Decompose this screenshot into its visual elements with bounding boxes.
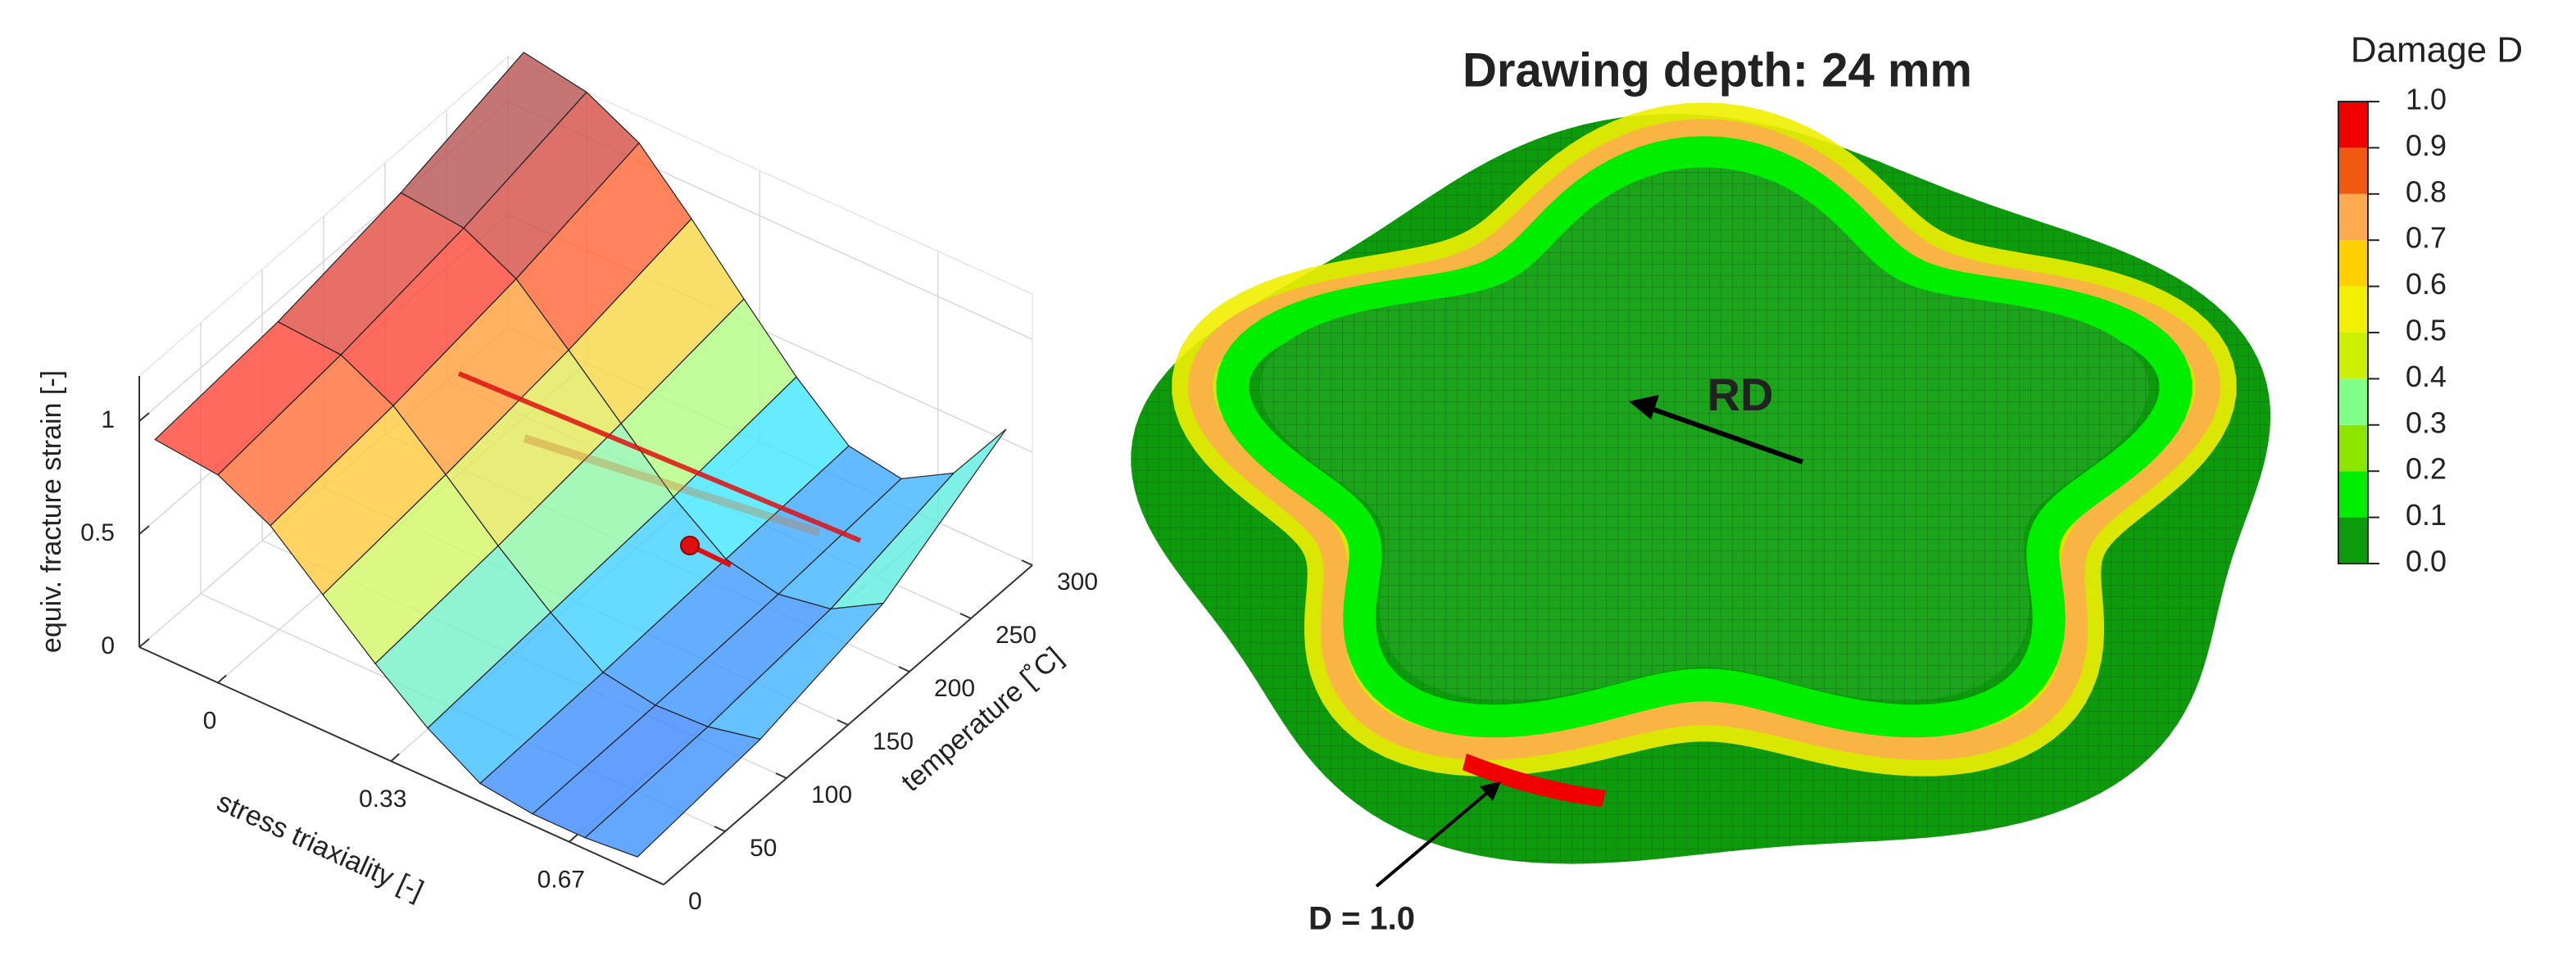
y-tick-label: 200 (934, 675, 975, 702)
wall-band-mid (1188, 119, 2220, 760)
x-axis (138, 646, 664, 885)
colorbar-bin (2338, 424, 2368, 472)
y-tick-label: 300 (1057, 568, 1098, 595)
x-tick-label: 0 (203, 707, 217, 734)
colorbar-tick-label: 1.0 (2406, 83, 2447, 116)
z-axis-label: equiv. fracture strain [-] (36, 370, 67, 653)
colorbar-bin (2338, 333, 2368, 379)
colorbar-tick-label: 0.0 (2406, 545, 2447, 578)
plateau-mesh (1259, 167, 2149, 701)
colorbar-tick-label: 0.4 (2406, 360, 2447, 393)
tick-mark (837, 719, 849, 726)
colorbar-bin (2338, 102, 2368, 148)
tick-mark (714, 826, 726, 832)
x-tick-label: 0.33 (359, 786, 406, 813)
colorbar-tick-label: 0.3 (2406, 405, 2447, 439)
tick-mark (1021, 559, 1033, 566)
y-tick-label: 0 (688, 888, 702, 915)
tick-mark (959, 613, 972, 619)
colorbar-tick-label: 0.6 (2406, 267, 2447, 301)
tick-mark (569, 834, 578, 843)
z-tick-label: 0.5 (80, 519, 115, 546)
y-axis-label: temperature [˚C] (896, 641, 1069, 798)
z-tick-label: 1 (101, 406, 115, 433)
colorbar-tick-label: 0.5 (2406, 314, 2447, 347)
y-tick-label: 100 (811, 781, 852, 808)
z-tick-label: 0 (101, 632, 115, 659)
colorbar-tick-label: 0.9 (2406, 129, 2447, 162)
tick-mark (138, 638, 150, 648)
damage-plot: Drawing depth: 24 mm Damage D RD D = 1.0 0… (1131, 30, 2523, 937)
colorbar-bin (2338, 193, 2368, 241)
y-tick-label: 250 (995, 622, 1036, 649)
current-point (680, 536, 700, 555)
colorbar-tick-label: 0.2 (2406, 452, 2447, 486)
x-tick-label: 0.67 (537, 867, 585, 894)
colorbar-bin (2338, 240, 2368, 287)
crack-zone (1463, 754, 1606, 807)
colorbar-tick-label: 0.8 (2406, 174, 2447, 208)
tick-mark (138, 412, 150, 422)
plot-title: Drawing depth: 24 mm (1463, 43, 1972, 97)
d-arrow-head (1480, 781, 1501, 801)
tick-mark (775, 772, 787, 779)
colorbar-bin (2338, 517, 2368, 564)
tick-mark (390, 753, 400, 762)
colorbar-tick-label: 0.1 (2406, 498, 2447, 532)
tick-mark (652, 879, 664, 885)
load-path-shadow (523, 434, 821, 537)
y-tick-label: 50 (750, 835, 777, 862)
tick-mark (217, 674, 227, 684)
colorbar-bin (2338, 471, 2368, 518)
y-tick-label: 150 (873, 728, 914, 755)
rd-arrow-head (1629, 395, 1659, 419)
d-arrow (1375, 791, 1489, 888)
colorbar-label: Damage D (2351, 30, 2523, 70)
rd-arrow (1646, 405, 1803, 464)
rd-label: RD (1708, 369, 1774, 420)
colorbar-tick-label: 0.7 (2406, 221, 2447, 255)
colorbar-bin (2338, 378, 2368, 425)
tick-mark (138, 525, 150, 535)
colorbar-bin (2338, 147, 2368, 194)
surface-patch (583, 726, 762, 858)
d-label: D = 1.0 (1308, 901, 1415, 937)
tick-mark (898, 666, 910, 672)
load-path (457, 371, 862, 543)
colorbar-bin (2338, 286, 2368, 333)
wall-band-inner (1216, 136, 2193, 738)
